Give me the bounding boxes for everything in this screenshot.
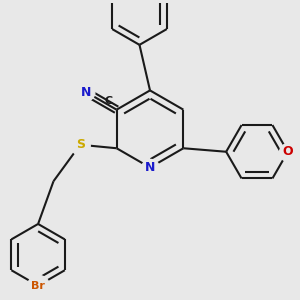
Text: O: O: [283, 145, 293, 158]
Text: N: N: [145, 161, 155, 174]
Text: Br: Br: [31, 281, 45, 291]
Text: S: S: [76, 138, 85, 151]
Text: C: C: [104, 97, 112, 106]
Text: N: N: [81, 86, 92, 99]
